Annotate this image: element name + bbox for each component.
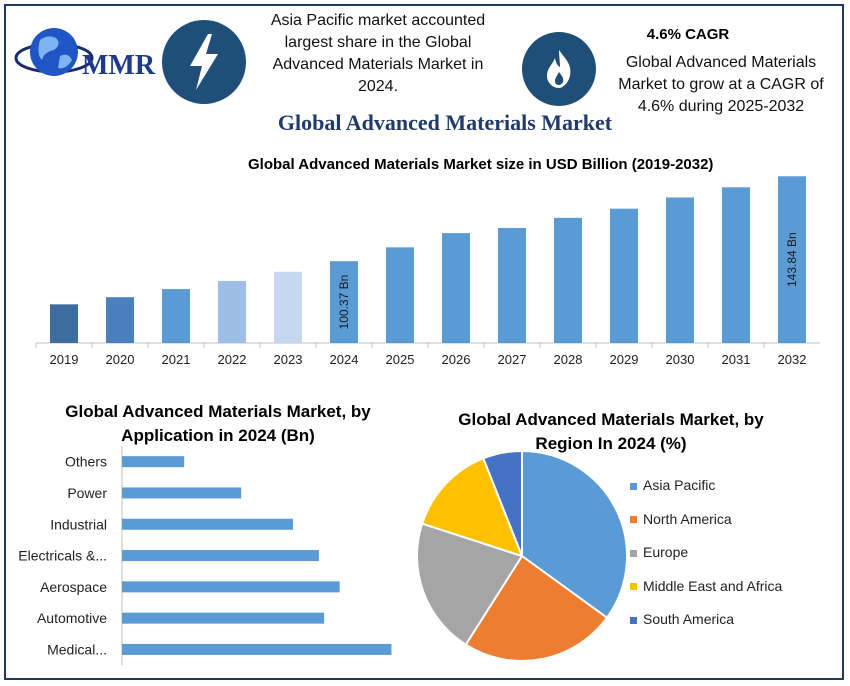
cagr-label: 4.6% CAGR: [646, 26, 730, 43]
pie-slice-asia-pacific: [521, 449, 628, 620]
x-tick-label-2029: 2029: [610, 352, 639, 367]
legend-label: Middle East and Africa: [643, 577, 783, 594]
x-tick-label-2030: 2030: [666, 352, 695, 367]
bar-2022: [218, 280, 246, 343]
bar-2026: [442, 233, 470, 343]
legend-swatch: [630, 583, 637, 591]
pie-slice-europe: [416, 522, 524, 647]
legend-item: Middle East and Africa: [630, 578, 782, 594]
x-tick-label-2019: 2019: [50, 352, 79, 367]
bar-Others: [122, 456, 185, 468]
x-tick-label-2031: 2031: [722, 352, 751, 367]
y-tick-label: Power: [67, 485, 107, 501]
application-chart-title: Global Advanced Materials Market, by App…: [65, 402, 371, 445]
legend-item: North America: [630, 511, 732, 527]
x-tick-label-2020: 2020: [106, 352, 135, 367]
flame-icon: [547, 50, 571, 88]
bar-2027: [498, 228, 526, 343]
logo: MMR: [14, 22, 164, 84]
region-chart-title: Global Advanced Materials Market, by Reg…: [458, 410, 764, 453]
y-tick-label: Medical...: [47, 641, 107, 657]
x-tick-label-2028: 2028: [554, 352, 583, 367]
y-tick-label: Others: [65, 454, 107, 470]
bar-Medical...: [122, 643, 392, 655]
x-tick-label-2023: 2023: [274, 352, 303, 367]
x-tick-label-2024: 2024: [330, 352, 359, 367]
globe-icon: [14, 28, 94, 76]
data-label-2032: 143.84 Bn: [785, 232, 799, 287]
bar-2031: [722, 187, 750, 343]
y-tick-label: Aerospace: [40, 579, 107, 595]
legend-swatch: [630, 516, 637, 524]
bar-2032: [778, 176, 806, 343]
legend-label: North America: [643, 510, 732, 527]
bar-2019: [50, 304, 78, 343]
bar-2025: [386, 247, 414, 343]
legend-item: Asia Pacific: [630, 477, 715, 493]
y-tick-label: Electricals &...: [18, 548, 107, 564]
headline-share: Asia Pacific market accounted largest sh…: [270, 12, 486, 95]
pie-slice-north-america: [464, 554, 609, 662]
bar-2030: [666, 197, 694, 343]
lightning-bolt-icon: [190, 34, 218, 90]
bar-2023: [274, 271, 302, 343]
main-title: Global Advanced Materials Market: [277, 110, 613, 135]
legend-label: Europe: [643, 544, 689, 560]
outer-frame: [4, 4, 844, 680]
y-tick-label: Automotive: [37, 610, 107, 626]
legend-label: Asia Pacific: [643, 477, 716, 493]
pie-slice-south-america: [482, 449, 523, 557]
bar-chart-title: Global Advanced Materials Market size in…: [248, 156, 714, 173]
data-label-2024: 100.37 Bn: [337, 275, 351, 330]
legend-label: South America: [643, 611, 735, 627]
pie-slice-middle-east-and-africa: [420, 457, 524, 558]
bar-Automotive: [122, 612, 325, 624]
legend-swatch: [630, 482, 637, 490]
y-tick-label: Industrial: [50, 516, 107, 532]
bar-Industrial: [122, 518, 293, 530]
flame-badge: [522, 32, 596, 106]
bar-Aerospace: [122, 581, 340, 593]
lightning-badge: [162, 20, 246, 104]
logo-text: MMR: [82, 50, 156, 81]
bar-2020: [106, 297, 134, 343]
bar-2028: [554, 217, 582, 343]
x-tick-label-2021: 2021: [162, 352, 191, 367]
cagr-text: Global Advanced Materials Market to grow…: [618, 54, 824, 115]
bar-Electricals &...: [122, 550, 319, 562]
legend-swatch: [630, 616, 637, 624]
x-tick-label-2025: 2025: [386, 352, 415, 367]
x-tick-label-2026: 2026: [442, 352, 471, 367]
x-tick-label-2022: 2022: [218, 352, 247, 367]
bar-Power: [122, 487, 242, 499]
legend-item: Europe: [630, 544, 688, 560]
x-tick-label-2027: 2027: [498, 352, 527, 367]
legend-swatch: [630, 549, 637, 557]
x-tick-label-2032: 2032: [778, 352, 807, 367]
bar-2029: [610, 208, 638, 343]
bar-2024: [330, 261, 358, 343]
bar-2021: [162, 289, 190, 343]
legend-item: South America: [630, 611, 734, 627]
